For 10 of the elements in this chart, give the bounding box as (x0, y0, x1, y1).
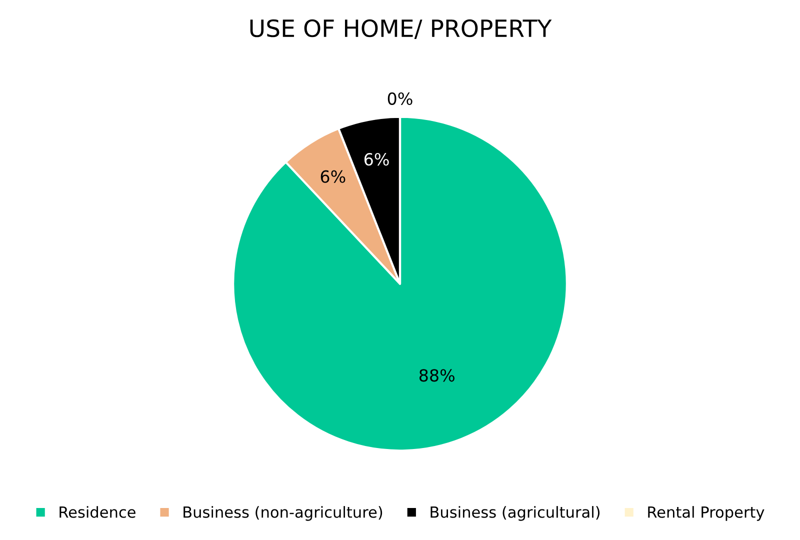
chart-title: USE OF HOME/ PROPERTY (250, 19, 552, 40)
legend-label: Business (agricultural) (430, 506, 600, 521)
text: 0% (388, 92, 412, 105)
legend-label: Residence (60, 506, 136, 518)
data-label: 88% (419, 369, 454, 382)
legend-label: Rental Property (648, 506, 764, 521)
data-label: 6% (320, 170, 346, 183)
pie-slice (232, 116, 568, 452)
legend-label: Business (non-agriculture) (184, 506, 382, 521)
data-label: 6% (364, 153, 389, 166)
